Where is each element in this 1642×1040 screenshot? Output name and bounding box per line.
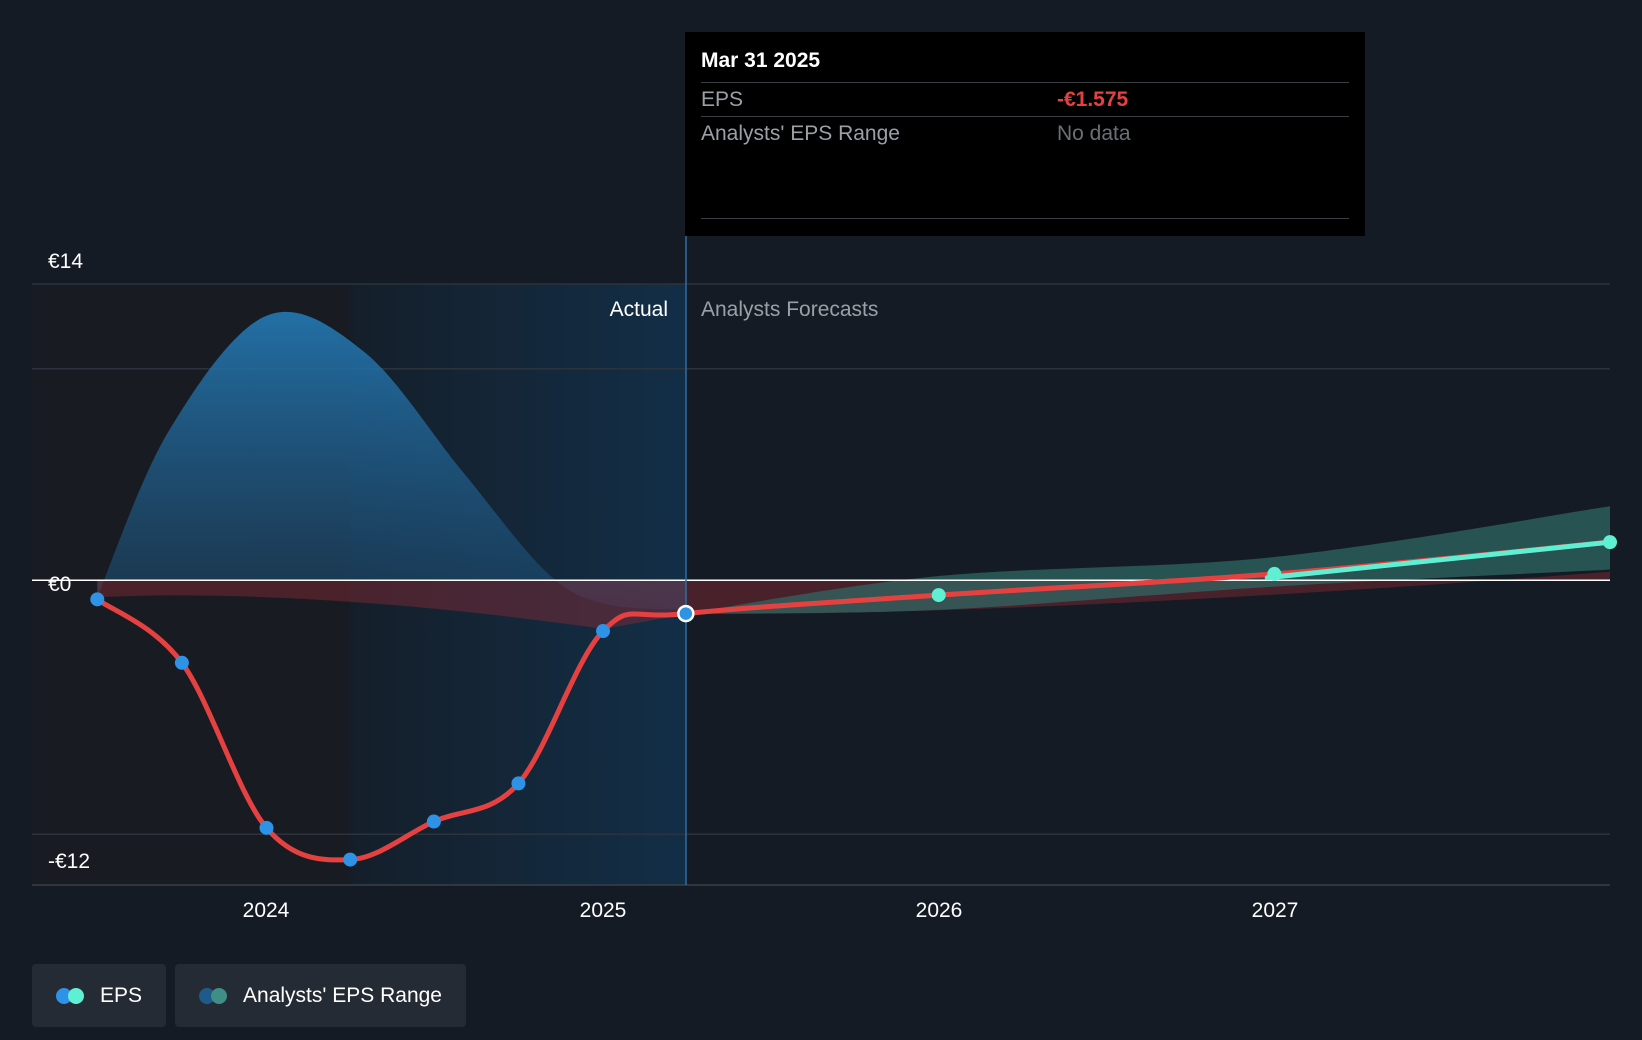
tooltip-range-value: No data bbox=[1057, 121, 1131, 145]
x-tick-label-2025: 2025 bbox=[580, 899, 627, 922]
eps-legend-icon bbox=[56, 987, 88, 1004]
tooltip: Mar 31 2025 EPS -€1.575 Analysts' EPS Ra… bbox=[685, 32, 1365, 236]
tooltip-range-label: Analysts' EPS Range bbox=[701, 121, 900, 145]
eps-actual-point[interactable] bbox=[426, 814, 441, 829]
x-tick-label-2027: 2027 bbox=[1252, 899, 1299, 922]
legend-label-eps: EPS bbox=[100, 983, 143, 1007]
eps-historical-area bbox=[97, 311, 686, 610]
eps-forecast-positive-line bbox=[1264, 539, 1613, 581]
eps-actual-point[interactable] bbox=[259, 820, 274, 835]
legend: EPS Analysts' EPS Range bbox=[32, 964, 466, 1027]
legend-item-eps-range[interactable]: Analysts' EPS Range bbox=[175, 964, 466, 1027]
analysts-forecasts-label: Analysts Forecasts bbox=[701, 298, 878, 321]
x-tick-label-2026: 2026 bbox=[916, 899, 963, 922]
eps-actual-point[interactable] bbox=[343, 852, 358, 867]
legend-label-eps-range: Analysts' EPS Range bbox=[243, 983, 442, 1007]
eps-actual-point[interactable] bbox=[511, 776, 526, 791]
analysts-eps-range-band bbox=[685, 506, 1610, 614]
eps-line bbox=[94, 539, 1613, 863]
y-tick-label-minus-12: -€12 bbox=[48, 850, 90, 873]
y-tick-label-14: €14 bbox=[48, 250, 83, 273]
x-tick-label-2024: 2024 bbox=[243, 899, 290, 922]
tooltip-eps-label: EPS bbox=[701, 87, 744, 111]
eps-actual-point[interactable] bbox=[90, 592, 105, 607]
eps-actual-point[interactable] bbox=[596, 624, 611, 639]
actual-label: Actual bbox=[610, 298, 668, 321]
eps-actual-point[interactable] bbox=[174, 655, 189, 670]
eps-forecast-point[interactable] bbox=[931, 588, 946, 603]
eps-range-legend-icon bbox=[199, 987, 231, 1004]
tooltip-row-eps: EPS -€1.575 bbox=[701, 82, 1349, 116]
tooltip-row-range: Analysts' EPS Range No data bbox=[701, 116, 1349, 150]
eps-forecast-point[interactable] bbox=[1603, 535, 1617, 550]
y-tick-label-0: €0 bbox=[48, 573, 71, 596]
eps-forecast-point[interactable] bbox=[1267, 566, 1282, 581]
tooltip-divider bbox=[701, 218, 1349, 219]
tooltip-eps-value: -€1.575 bbox=[1057, 87, 1129, 111]
legend-item-eps[interactable]: EPS bbox=[32, 964, 167, 1027]
eps-actual-point[interactable] bbox=[677, 604, 695, 623]
tooltip-date: Mar 31 2025 bbox=[701, 49, 821, 72]
eps-points bbox=[90, 535, 1617, 867]
